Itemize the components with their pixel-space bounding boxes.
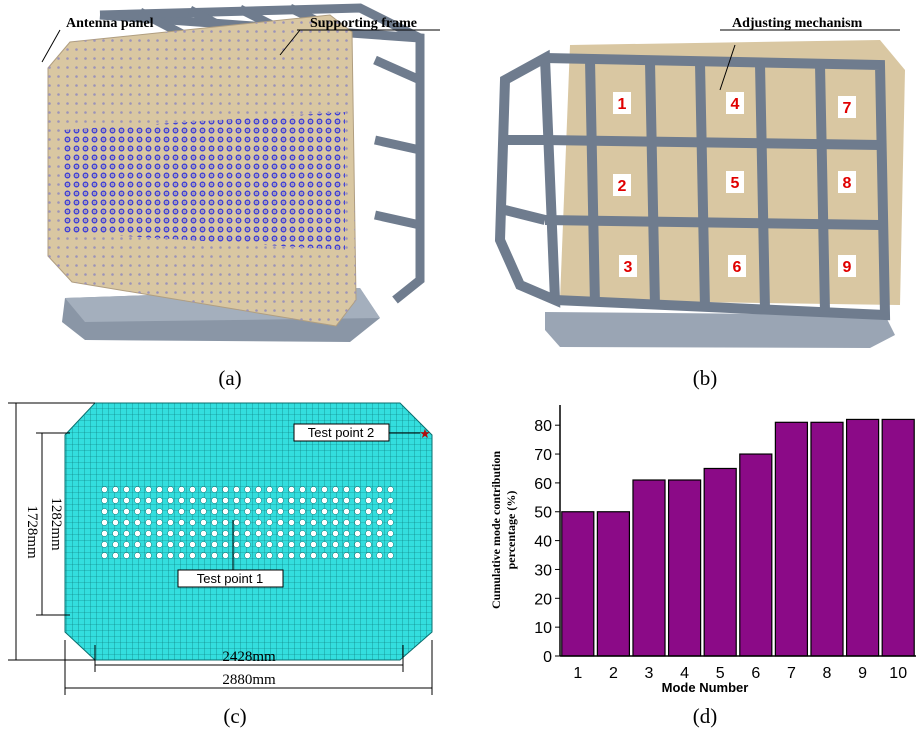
bar bbox=[633, 480, 665, 656]
marker-label: 1 bbox=[618, 96, 627, 113]
annotation: Supporting frame bbox=[310, 16, 417, 31]
bar bbox=[597, 512, 629, 656]
marker-label: 7 bbox=[843, 100, 852, 117]
y-axis-title: Cumulative mode contribution bbox=[489, 451, 503, 609]
bar bbox=[704, 468, 736, 656]
y-tick-label: 60 bbox=[534, 476, 552, 493]
y-tick-label: 20 bbox=[534, 591, 552, 608]
y-tick-label: 40 bbox=[534, 534, 552, 551]
bar bbox=[775, 422, 807, 656]
y-tick-label: 80 bbox=[534, 418, 552, 435]
bar bbox=[882, 419, 914, 656]
x-tick-label: 7 bbox=[787, 665, 796, 682]
x-tick-label: 8 bbox=[823, 665, 832, 682]
y-tick-label: 0 bbox=[543, 649, 552, 666]
marker-label: 5 bbox=[731, 175, 740, 192]
marker-label: 2 bbox=[618, 178, 627, 195]
y-axis-title: percentage (%) bbox=[504, 491, 518, 570]
bar bbox=[847, 419, 879, 656]
page: {"chart_data":{"type":"bar","caption":"(… bbox=[0, 0, 916, 733]
panel-c-mesh-shape: ★ bbox=[419, 426, 431, 441]
panel-a-render-shape-shape bbox=[375, 60, 420, 225]
marker-label: 4 bbox=[731, 96, 740, 113]
marker-label: 6 bbox=[733, 259, 742, 276]
panel-a-render bbox=[42, 8, 440, 342]
panel-c-mesh-shape bbox=[100, 484, 397, 561]
marker-label: 9 bbox=[843, 259, 852, 276]
dimension-label: 1282mm bbox=[48, 497, 64, 551]
caption: (a) bbox=[218, 366, 241, 390]
y-tick-label: 50 bbox=[534, 505, 552, 522]
dimension-label: 2880mm bbox=[222, 672, 276, 688]
panel-b-render-shape-shape bbox=[505, 140, 545, 220]
x-tick-label: 3 bbox=[645, 665, 654, 682]
panel-c-mesh: ★ bbox=[8, 403, 432, 695]
bar bbox=[562, 512, 594, 656]
test-point-label: Test point 2 bbox=[308, 425, 375, 440]
x-tick-label: 1 bbox=[573, 665, 582, 682]
marker-label: 8 bbox=[843, 175, 852, 192]
annotation: Adjusting mechanism bbox=[732, 16, 863, 31]
bar bbox=[669, 480, 701, 656]
dimension-label: 1728mm bbox=[24, 505, 40, 559]
bar bbox=[740, 454, 772, 656]
x-tick-label: 9 bbox=[858, 665, 867, 682]
caption: (c) bbox=[223, 704, 246, 728]
y-tick-label: 10 bbox=[534, 620, 552, 637]
figure: Antenna panel Supporting frame (a) Adjus… bbox=[0, 0, 916, 733]
x-axis-title: Mode Number bbox=[662, 680, 749, 695]
panel-a-render-shape bbox=[62, 112, 345, 250]
test-point-label: Test point 1 bbox=[197, 571, 264, 586]
annotation: Antenna panel bbox=[66, 16, 154, 31]
caption: (b) bbox=[693, 366, 718, 390]
y-tick-label: 70 bbox=[534, 447, 552, 464]
marker-label: 3 bbox=[624, 259, 633, 276]
x-tick-label: 6 bbox=[751, 665, 760, 682]
panel-b-render-shape-shape bbox=[500, 58, 555, 300]
dimension-label: 2428mm bbox=[222, 649, 276, 665]
y-tick-label: 30 bbox=[534, 562, 552, 579]
caption: (d) bbox=[693, 704, 718, 728]
bar bbox=[811, 422, 843, 656]
x-tick-label: 10 bbox=[889, 665, 907, 682]
x-tick-label: 2 bbox=[609, 665, 618, 682]
